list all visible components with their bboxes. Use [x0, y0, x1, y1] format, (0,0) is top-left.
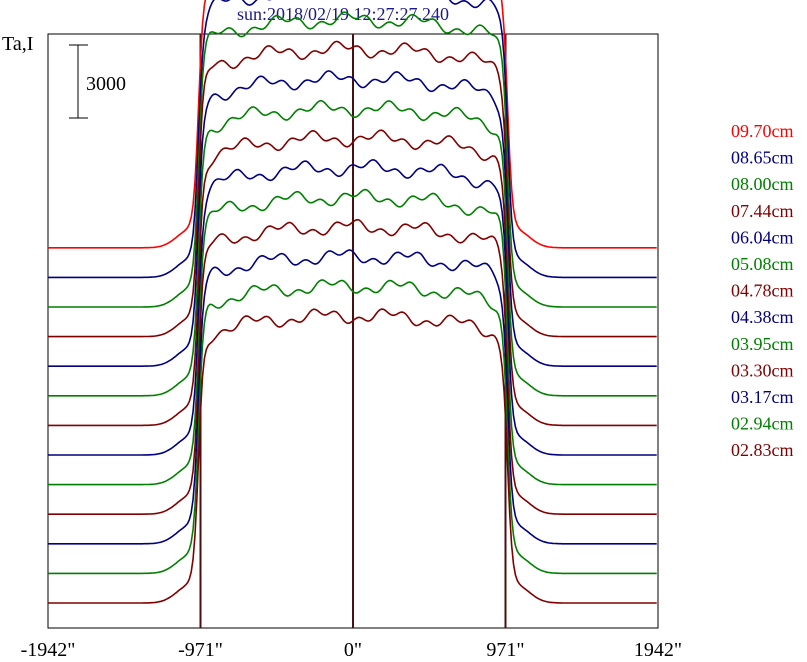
x-tick-label-3: 971" — [486, 639, 524, 661]
x-tick-label-4: 1942" — [634, 639, 682, 661]
legend-entry-6: 04.78cm — [731, 281, 794, 301]
series-line-08.00cm — [48, 11, 657, 308]
legend-entry-9: 03.30cm — [731, 360, 794, 380]
series-line-08.65cm — [48, 0, 657, 279]
legend-entry-8: 03.95cm — [731, 334, 794, 354]
y-axis-label: Ta,I — [2, 33, 33, 55]
series-line-06.04cm — [48, 70, 657, 367]
legend-entry-5: 05.08cm — [731, 254, 794, 274]
x-tick-label-2: 0" — [344, 639, 362, 661]
legend-entry-3: 07.44cm — [731, 201, 794, 221]
series-line-04.38cm — [48, 159, 657, 456]
series-line-03.95cm — [48, 188, 657, 486]
legend-entry-11: 02.94cm — [731, 414, 794, 434]
chart-title: sun:2018/02/19 12:27:27.240 — [237, 4, 449, 24]
legend-entry-2: 08.00cm — [731, 174, 794, 194]
legend-entry-10: 03.17cm — [731, 387, 794, 407]
scale-bar: 3000 — [69, 44, 126, 119]
series-line-04.78cm — [48, 129, 657, 427]
series-line-02.94cm — [48, 279, 657, 575]
series-line-03.30cm — [48, 218, 657, 515]
legend-entry-7: 04.38cm — [731, 307, 794, 327]
x-tick-labels: -1942" -971" 0" 971" 1942" — [21, 639, 683, 661]
legend-entry-4: 06.04cm — [731, 227, 794, 247]
series-line-02.83cm — [48, 308, 657, 604]
scale-bar-label: 3000 — [86, 73, 126, 95]
series-line-09.70cm — [48, 0, 657, 249]
vertical-markers — [199, 34, 507, 628]
x-tick-label-1: -971" — [178, 639, 223, 661]
series-lines — [48, 0, 657, 604]
legend: 09.70cm 08.65cm 08.00cm 07.44cm 06.04cm 05.08… — [731, 121, 794, 460]
legend-entry-12: 02.83cm — [731, 440, 794, 460]
series-line-05.08cm — [48, 99, 657, 397]
series-line-07.44cm — [48, 40, 657, 338]
series-line-03.17cm — [48, 249, 657, 545]
x-tick-label-0: -1942" — [21, 639, 76, 661]
legend-entry-1: 08.65cm — [731, 148, 794, 168]
legend-entry-0: 09.70cm — [731, 121, 794, 141]
